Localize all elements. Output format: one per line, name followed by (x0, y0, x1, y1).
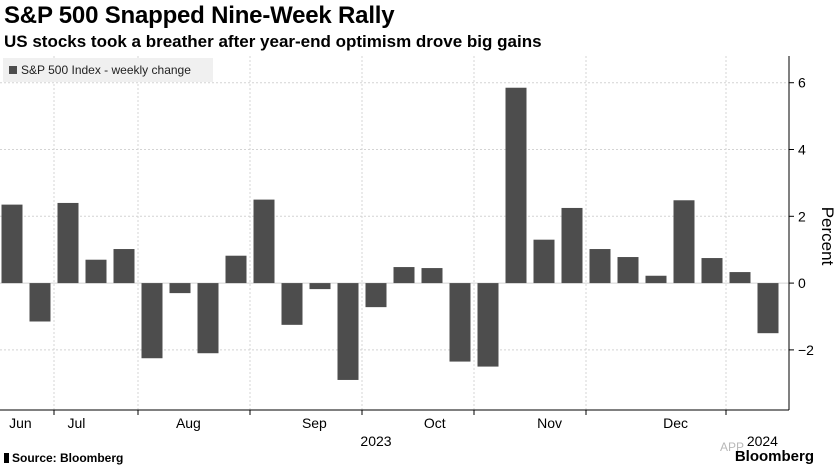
bar (253, 199, 275, 284)
bar (645, 275, 667, 284)
chart-title: S&P 500 Snapped Nine-Week Rally (4, 2, 395, 29)
chart-subtitle: US stocks took a breather after year-end… (4, 32, 542, 51)
bar (169, 283, 191, 294)
x-tick-label: Jul (67, 415, 85, 431)
bar (505, 87, 527, 284)
bar (1, 204, 23, 284)
bars (1, 87, 779, 380)
bar (393, 267, 415, 284)
source-marker (4, 453, 9, 463)
source-text: Source: Bloomberg (12, 451, 124, 465)
bar (225, 255, 247, 284)
bar (533, 239, 555, 284)
x-tick-label: Dec (663, 415, 688, 431)
x-tick-label: 2024 (747, 433, 778, 449)
year-label: 2023 (360, 433, 391, 449)
x-tick-label: Oct (424, 415, 446, 431)
y-tick-label: 2 (798, 208, 806, 224)
x-axis: Jun Jul Aug Sep Oct Nov Dec 2024 2023 (0, 409, 789, 449)
bar (617, 257, 639, 284)
x-tick-label: Sep (302, 415, 327, 431)
bar (29, 283, 51, 322)
bar (57, 202, 79, 284)
y-axis-label: Percent (818, 207, 834, 266)
y-axis: −2 0 2 4 6 (788, 56, 814, 410)
bar (85, 259, 107, 284)
gridlines (0, 56, 789, 410)
bar (281, 283, 303, 325)
y-tick-label: 0 (798, 275, 806, 291)
legend: S&P 500 Index - weekly change (3, 58, 213, 82)
x-tick-label: Jun (9, 415, 32, 431)
x-tick-label: Aug (176, 415, 201, 431)
bar (365, 283, 387, 308)
y-tick-label: 4 (798, 142, 806, 158)
bar (113, 249, 135, 284)
bar (421, 268, 443, 284)
bar (141, 283, 163, 359)
watermark: APP (720, 440, 745, 454)
bar (309, 283, 331, 290)
bar (197, 283, 219, 354)
y-tick-label: 6 (798, 75, 806, 91)
source-note: Source: Bloomberg (4, 451, 123, 465)
bar (729, 272, 751, 284)
bar (757, 283, 779, 334)
legend-swatch (9, 66, 17, 74)
bar (337, 283, 359, 380)
bloomberg-logo: Bloomberg (734, 448, 814, 465)
bar (449, 283, 471, 362)
x-tick-label: Nov (537, 415, 562, 431)
bar (589, 249, 611, 284)
bar (673, 200, 695, 284)
bar (701, 258, 723, 284)
legend-label: S&P 500 Index - weekly change (21, 63, 191, 77)
bar (477, 283, 499, 367)
bar (561, 207, 583, 284)
y-tick-label: −2 (798, 342, 814, 358)
